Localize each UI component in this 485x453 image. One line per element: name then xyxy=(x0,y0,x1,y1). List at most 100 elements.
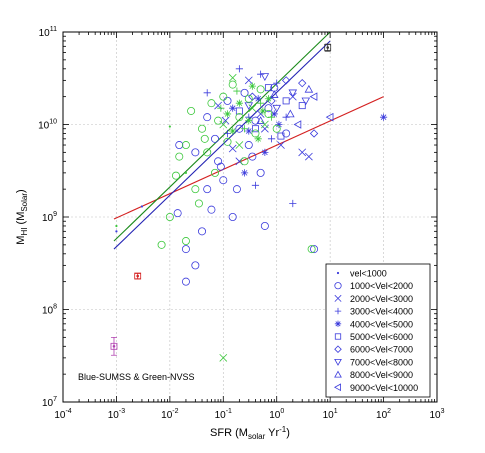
data-point-sumss xyxy=(244,76,253,85)
data-point-nvss xyxy=(235,113,244,122)
legend-label: 2000<Vel<3000 xyxy=(350,294,413,304)
data-point-nvss xyxy=(307,245,316,254)
legend-label: 9000<Vel<10000 xyxy=(350,383,418,393)
legend-marker-square xyxy=(334,333,342,340)
data-point-nvss xyxy=(191,185,200,194)
error-points xyxy=(110,43,332,356)
data-point-nvss xyxy=(260,120,269,129)
data-point-sumss xyxy=(293,120,302,129)
data-point-sumss xyxy=(270,110,278,118)
legend-label: 4000<Vel<5000 xyxy=(350,319,413,329)
legend-marker-star xyxy=(334,320,342,327)
data-point-sumss xyxy=(286,109,295,118)
data-point-nvss xyxy=(171,171,180,180)
data-point-sumss xyxy=(216,162,225,171)
data-point-sumss xyxy=(273,79,281,87)
data-point-sumss xyxy=(289,199,297,208)
data-point-nvss xyxy=(187,106,196,115)
data-point-nvss xyxy=(223,137,232,146)
data-point-nvss xyxy=(254,135,262,143)
data-point-nvss xyxy=(248,104,257,113)
legend-marker-dot xyxy=(336,271,340,275)
legend-label: 1000<Vel<2000 xyxy=(350,281,413,291)
data-point-nvss xyxy=(228,73,237,82)
y-axis-label: MHI (MSolar) xyxy=(15,189,29,244)
data-point-sumss xyxy=(272,104,281,113)
error-point xyxy=(324,44,332,51)
data-point-sumss xyxy=(282,97,290,105)
data-point-sumss xyxy=(221,116,230,125)
data-point-sumss xyxy=(173,209,182,218)
data-point-nvss xyxy=(235,99,243,107)
x-tick-label: 101 xyxy=(323,408,338,421)
data-point-sumss xyxy=(325,112,334,122)
data-point-sumss xyxy=(304,152,313,161)
legend-marker-circle xyxy=(334,282,342,290)
data-point-nvss xyxy=(267,113,276,121)
data-point-sumss xyxy=(115,230,118,233)
data-point-sumss xyxy=(298,102,306,110)
data-point-sumss xyxy=(260,73,270,81)
data-point-nvss xyxy=(229,127,237,135)
data-point-sumss xyxy=(181,245,190,254)
data-point-nvss xyxy=(200,134,209,143)
data-point-sumss xyxy=(277,132,285,140)
data-point-sumss xyxy=(203,185,212,194)
error-point-center xyxy=(326,46,329,49)
data-point-nvss xyxy=(198,124,207,133)
legend-marker-x xyxy=(334,294,342,302)
data-point-nvss xyxy=(211,168,220,177)
legend-marker-plus xyxy=(334,307,342,315)
x-tick-label: 100 xyxy=(269,408,284,421)
data-point-nvss xyxy=(203,148,212,157)
data-point-nvss xyxy=(248,82,256,90)
data-point-sumss xyxy=(254,95,262,103)
data-point-nvss xyxy=(233,87,241,95)
data-point-nvss xyxy=(272,124,281,133)
data-point-sumss xyxy=(256,168,265,177)
data-point-nvss xyxy=(181,237,190,246)
x-tick-label: 10-4 xyxy=(54,408,71,421)
data-point-nvss xyxy=(240,157,249,166)
data-point-nvss xyxy=(244,94,253,103)
data-point-sumss xyxy=(275,120,283,129)
data-point-sumss xyxy=(175,141,184,150)
data-point-nvss xyxy=(219,120,228,129)
data-point-sumss xyxy=(269,90,279,98)
data-point-nvss xyxy=(157,240,166,249)
legend-label: 3000<Vel<4000 xyxy=(350,307,413,317)
data-point-sumss xyxy=(288,89,298,98)
data-point-sumss xyxy=(298,148,307,157)
data-point-sumss xyxy=(198,227,207,236)
data-point-sumss xyxy=(240,169,249,177)
data-point-nvss xyxy=(219,92,228,101)
data-point-sumss xyxy=(235,65,243,73)
legend-label: 8000<Vel<9000 xyxy=(350,370,413,380)
data-point-sumss xyxy=(251,125,259,133)
data-point-sumss xyxy=(267,135,276,143)
y-tick-label: 109 xyxy=(42,211,57,224)
y-tick-label: 1011 xyxy=(39,26,57,39)
data-point-sumss xyxy=(228,212,237,221)
fit-line-blue xyxy=(113,40,331,250)
data-point-sumss xyxy=(301,97,311,106)
data-point-sumss xyxy=(232,185,241,194)
data-point-sumss xyxy=(214,157,223,166)
data-point-sumss xyxy=(257,70,265,78)
error-point-center xyxy=(112,345,116,348)
data-point-sumss xyxy=(277,141,285,149)
legend-marker-diamond xyxy=(334,345,342,353)
data-point-nvss xyxy=(184,171,188,174)
data-point-nvss xyxy=(214,116,223,125)
data-point-nvss xyxy=(181,141,190,150)
data-point-sumss xyxy=(219,176,228,185)
data-point-nvss xyxy=(115,224,118,228)
data-point-sumss xyxy=(207,205,216,214)
data-point-sumss xyxy=(260,124,269,133)
axis-ticks xyxy=(62,31,438,403)
legend-label: 7000<Vel<8000 xyxy=(350,357,413,367)
error-point xyxy=(134,272,142,280)
data-point-sumss xyxy=(203,113,212,122)
data-point-sumss xyxy=(181,277,190,286)
